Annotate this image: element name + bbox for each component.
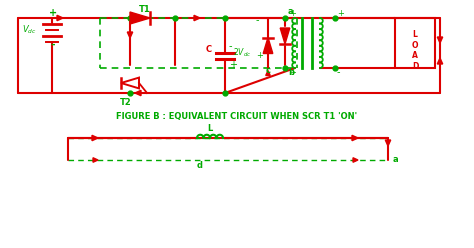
Polygon shape	[353, 158, 358, 162]
Polygon shape	[194, 15, 200, 21]
Text: a: a	[288, 7, 293, 16]
Text: $2V_{dc}$: $2V_{dc}$	[233, 47, 251, 59]
Text: $V_{dc}$: $V_{dc}$	[22, 24, 36, 36]
Text: b: b	[288, 68, 294, 77]
Text: +: +	[49, 8, 57, 18]
Polygon shape	[128, 32, 133, 38]
Polygon shape	[280, 28, 290, 44]
Polygon shape	[438, 37, 443, 43]
Polygon shape	[135, 90, 141, 96]
Text: +: +	[289, 9, 296, 18]
Polygon shape	[130, 12, 150, 24]
Text: a: a	[393, 155, 399, 164]
Polygon shape	[93, 158, 98, 162]
Text: d: d	[197, 161, 203, 170]
Bar	[395, 18, 435, 68]
Text: +: +	[256, 51, 263, 60]
Text: T1: T1	[139, 5, 151, 14]
Polygon shape	[352, 135, 358, 141]
Text: -: -	[337, 67, 340, 77]
Polygon shape	[92, 135, 98, 141]
Text: C: C	[206, 44, 212, 54]
Text: L
O
A
D: L O A D	[412, 31, 418, 71]
Polygon shape	[263, 37, 273, 54]
Text: L: L	[207, 124, 213, 133]
Text: T2: T2	[120, 98, 132, 107]
Text: FIGURE B : EQUIVALENT CIRCUIT WHEN SCR T1 'ON': FIGURE B : EQUIVALENT CIRCUIT WHEN SCR T…	[117, 112, 357, 121]
Polygon shape	[57, 15, 63, 21]
Text: c: c	[266, 66, 271, 75]
Text: +: +	[337, 9, 344, 18]
Text: -: -	[256, 15, 259, 25]
Text: +: +	[289, 68, 296, 77]
Polygon shape	[266, 70, 270, 75]
Text: -: -	[51, 40, 55, 50]
Text: +: +	[229, 60, 237, 69]
Polygon shape	[385, 140, 391, 146]
Text: -: -	[229, 41, 233, 52]
Polygon shape	[438, 58, 443, 64]
